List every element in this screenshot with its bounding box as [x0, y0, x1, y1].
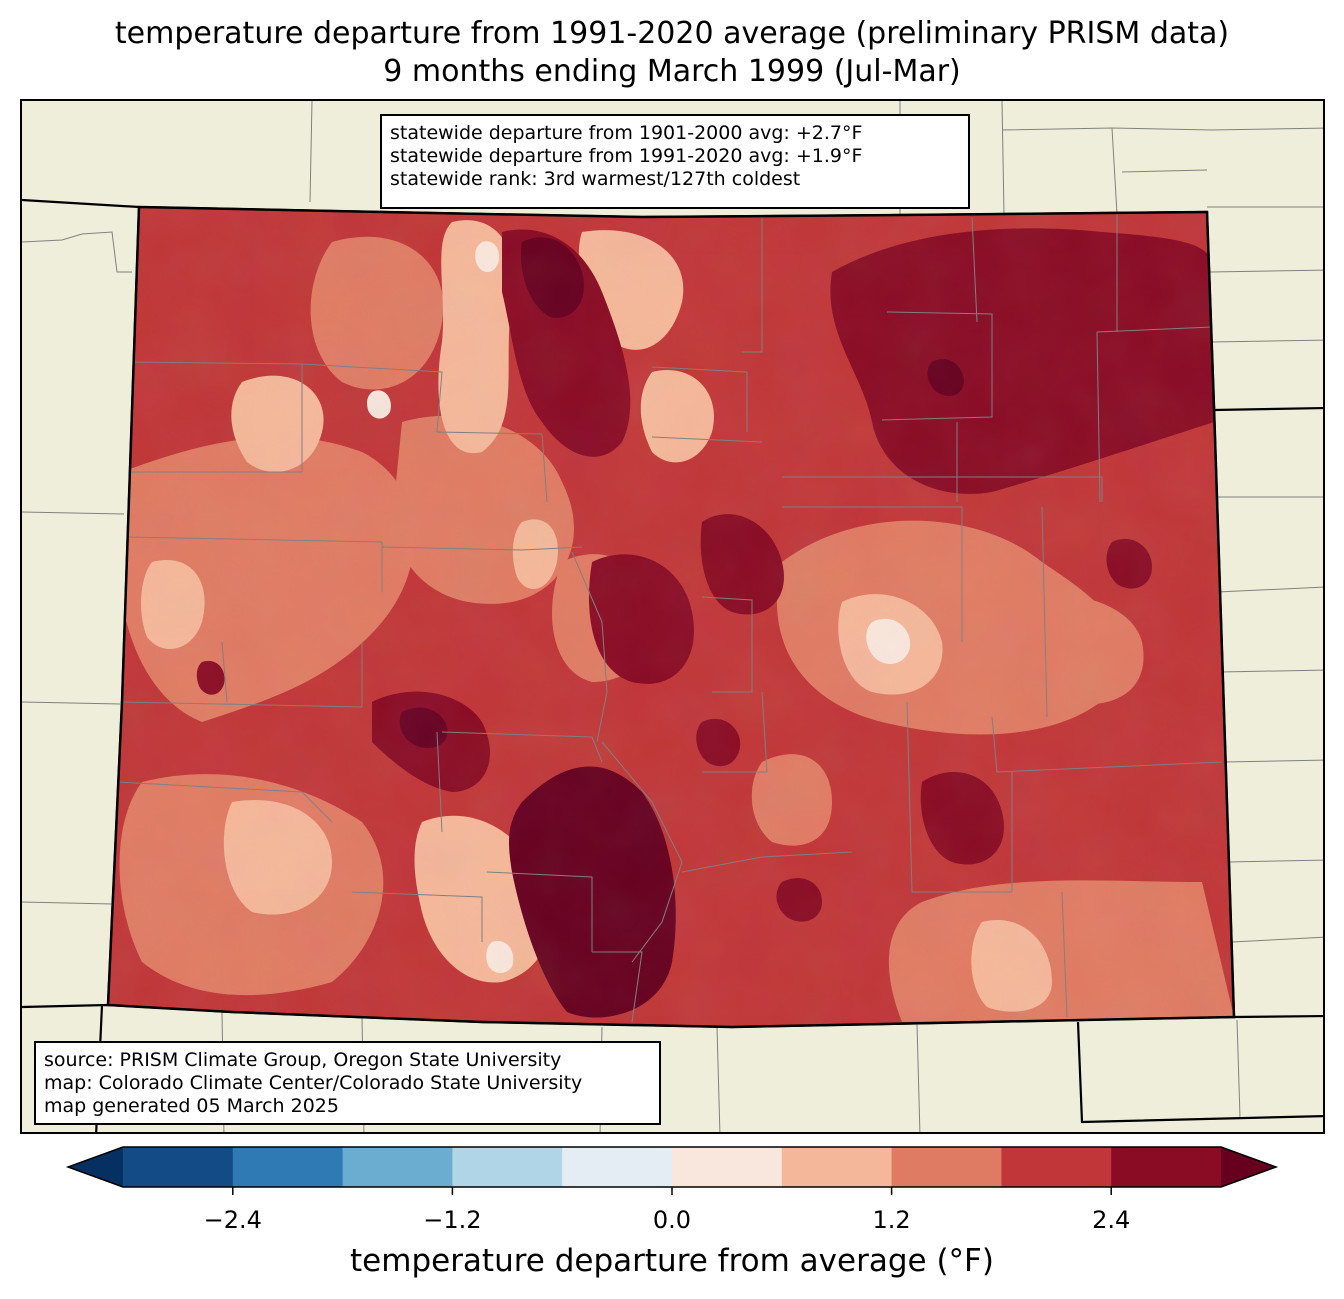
- colorbar-segment: [1111, 1147, 1222, 1187]
- colorbar-segment: [342, 1147, 453, 1187]
- colorbar-tick-label: 1.2: [872, 1206, 911, 1234]
- colorbar: [65, 1146, 1279, 1195]
- colorbar-under-arrow: [68, 1147, 123, 1187]
- colorbar-segment: [123, 1147, 234, 1187]
- colorbar-segment: [891, 1147, 1002, 1187]
- colorbar-segment: [1001, 1147, 1112, 1187]
- source-line-map: map: Colorado Climate Center/Colorado St…: [44, 1072, 583, 1094]
- map-subtitle: 9 months ending March 1999 (Jul-Mar): [383, 54, 961, 89]
- temperature-field: [108, 207, 1234, 1027]
- colorbar-outline: [65, 1146, 1279, 1188]
- colorbar-segments: [123, 1147, 1222, 1187]
- source-line-prism: source: PRISM Climate Group, Oregon Stat…: [44, 1049, 562, 1071]
- colorado-county-lines: [116, 212, 1223, 1023]
- stats-line-rank: statewide rank: 3rd warmest/127th coldes…: [390, 168, 801, 190]
- colorbar-segment: [562, 1147, 673, 1187]
- colorado-map: [22, 101, 1323, 1132]
- colorbar-ticks: [232, 1187, 1112, 1195]
- stats-line-1991: statewide departure from 1991-2020 avg: …: [390, 145, 863, 167]
- colorbar-tick-label: −2.4: [203, 1206, 262, 1234]
- colorbar-tick-label: −1.2: [423, 1206, 482, 1234]
- colorbar-segment: [232, 1147, 344, 1187]
- colorado-outline: [106, 205, 1236, 1029]
- colorbar-tick-label: 0.0: [652, 1206, 692, 1234]
- stats-line-1901: statewide departure from 1901-2000 avg: …: [390, 122, 863, 144]
- colorbar-label: temperature departure from average (°F): [350, 1243, 994, 1279]
- colorbar-segment: [452, 1147, 563, 1187]
- colorbar-segment: [781, 1147, 893, 1187]
- colorbar-segment: [672, 1147, 783, 1187]
- source-box: source: PRISM Climate Group, Oregon Stat…: [34, 1041, 661, 1125]
- source-line-generated: map generated 05 March 2025: [44, 1095, 339, 1117]
- colorbar-tick-label: 2.4: [1092, 1206, 1131, 1234]
- map-title: temperature departure from 1991-2020 ave…: [114, 16, 1230, 51]
- colorbar-over-arrow: [1221, 1147, 1276, 1187]
- map-panel: statewide departure from 1901-2000 avg: …: [20, 99, 1325, 1134]
- statewide-stats-box: statewide departure from 1901-2000 avg: …: [380, 114, 970, 209]
